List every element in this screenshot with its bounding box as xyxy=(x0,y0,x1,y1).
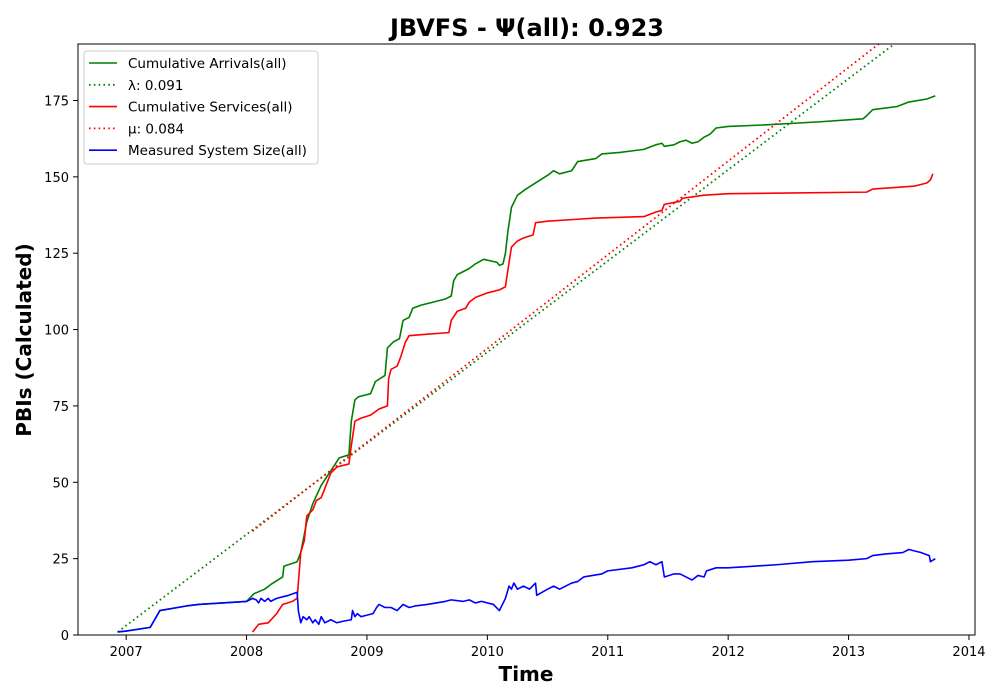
chart-title: JBVFS - Ψ(all): 0.923 xyxy=(388,14,664,42)
y-axis-title: PBIs (Calculated) xyxy=(12,243,36,436)
y-tick-label: 25 xyxy=(52,553,69,568)
x-tick-label: 2009 xyxy=(350,645,383,660)
y-tick-label: 50 xyxy=(52,476,69,491)
x-tick-label: 2010 xyxy=(471,645,504,660)
legend: Cumulative Arrivals(all) λ: 0.091 Cumulati… xyxy=(83,50,319,165)
legend-label: Measured System Size(all) xyxy=(128,143,307,159)
y-tick-label: 75 xyxy=(52,400,69,415)
x-tick-label: 2013 xyxy=(832,645,865,660)
y-tick-label: 0 xyxy=(61,629,69,644)
legend-label: Cumulative Services(all) xyxy=(128,100,293,116)
y-axis: 0 25 50 75 100 125 150 175 xyxy=(44,95,78,644)
series-line-4 xyxy=(117,548,936,633)
x-tick-label: 2011 xyxy=(591,645,624,660)
x-tick-label: 2007 xyxy=(110,645,143,660)
legend-label: λ: 0.091 xyxy=(128,78,183,94)
series-layer xyxy=(117,44,936,633)
legend-box xyxy=(83,50,319,165)
legend-label: μ: 0.084 xyxy=(128,121,184,137)
plot-frame xyxy=(77,43,976,636)
y-tick-label: 125 xyxy=(44,247,69,262)
series-line-0 xyxy=(117,95,936,633)
x-tick-label: 2012 xyxy=(712,645,745,660)
x-axis: 2007 2008 2009 2010 2011 2012 2013 2014 xyxy=(110,635,986,660)
series-line-2 xyxy=(251,173,934,633)
x-tick-label: 2008 xyxy=(230,645,263,660)
x-tick-label: 2014 xyxy=(952,645,985,660)
x-axis-title: Time xyxy=(499,662,554,686)
series-line-1 xyxy=(117,44,895,633)
y-tick-label: 175 xyxy=(44,95,69,110)
y-tick-label: 100 xyxy=(44,324,69,339)
legend-label: Cumulative Arrivals(all) xyxy=(128,56,287,72)
y-tick-label: 150 xyxy=(44,171,69,186)
